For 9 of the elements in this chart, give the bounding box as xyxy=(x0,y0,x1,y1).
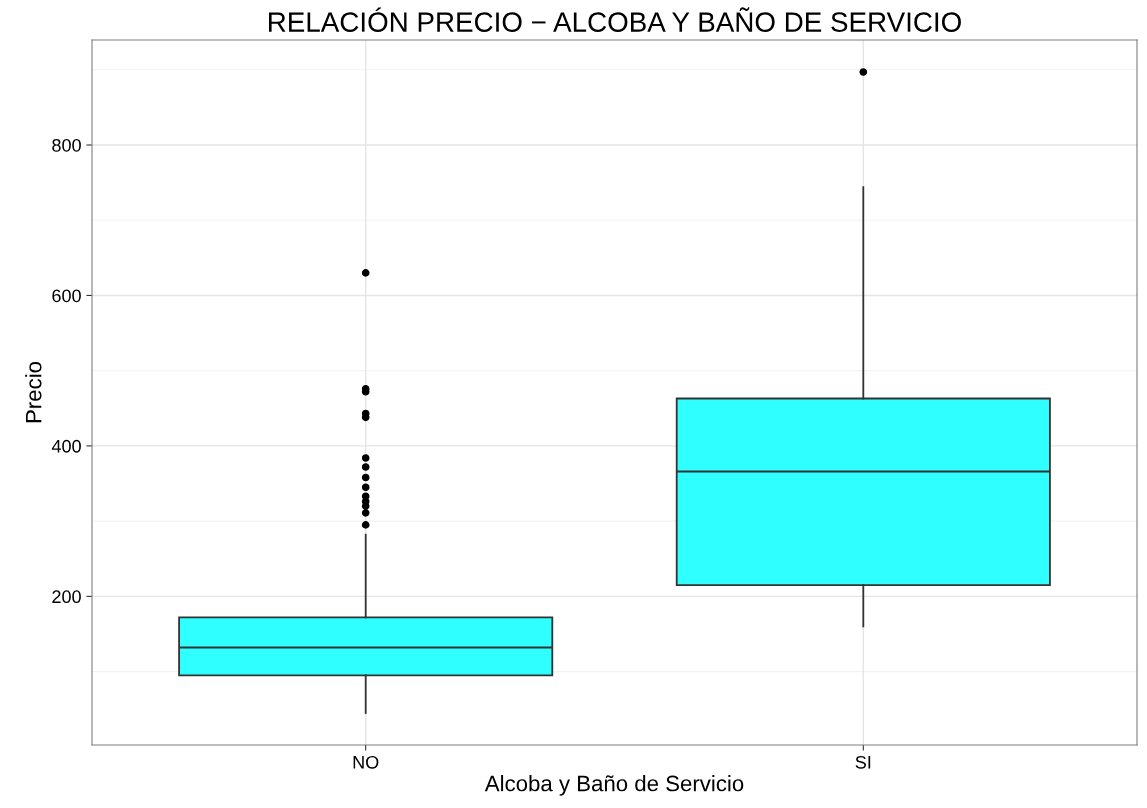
y-tick-label: 400 xyxy=(51,439,81,453)
y-tick-label: 600 xyxy=(52,289,81,303)
chart-title: RELACIÓN PRECIO − ALCOBA Y BAÑO DE SERVICIO xyxy=(269,7,961,32)
x-axis-title: Alcoba y Baño de Servicio xyxy=(484,775,744,796)
x-tick-label: SI xyxy=(855,755,871,769)
y-tick-label: 200 xyxy=(52,590,81,604)
y-tick-label: 800 xyxy=(52,138,81,152)
x-tick-label: NO xyxy=(353,755,379,769)
y-axis-title: Precio xyxy=(25,361,42,423)
